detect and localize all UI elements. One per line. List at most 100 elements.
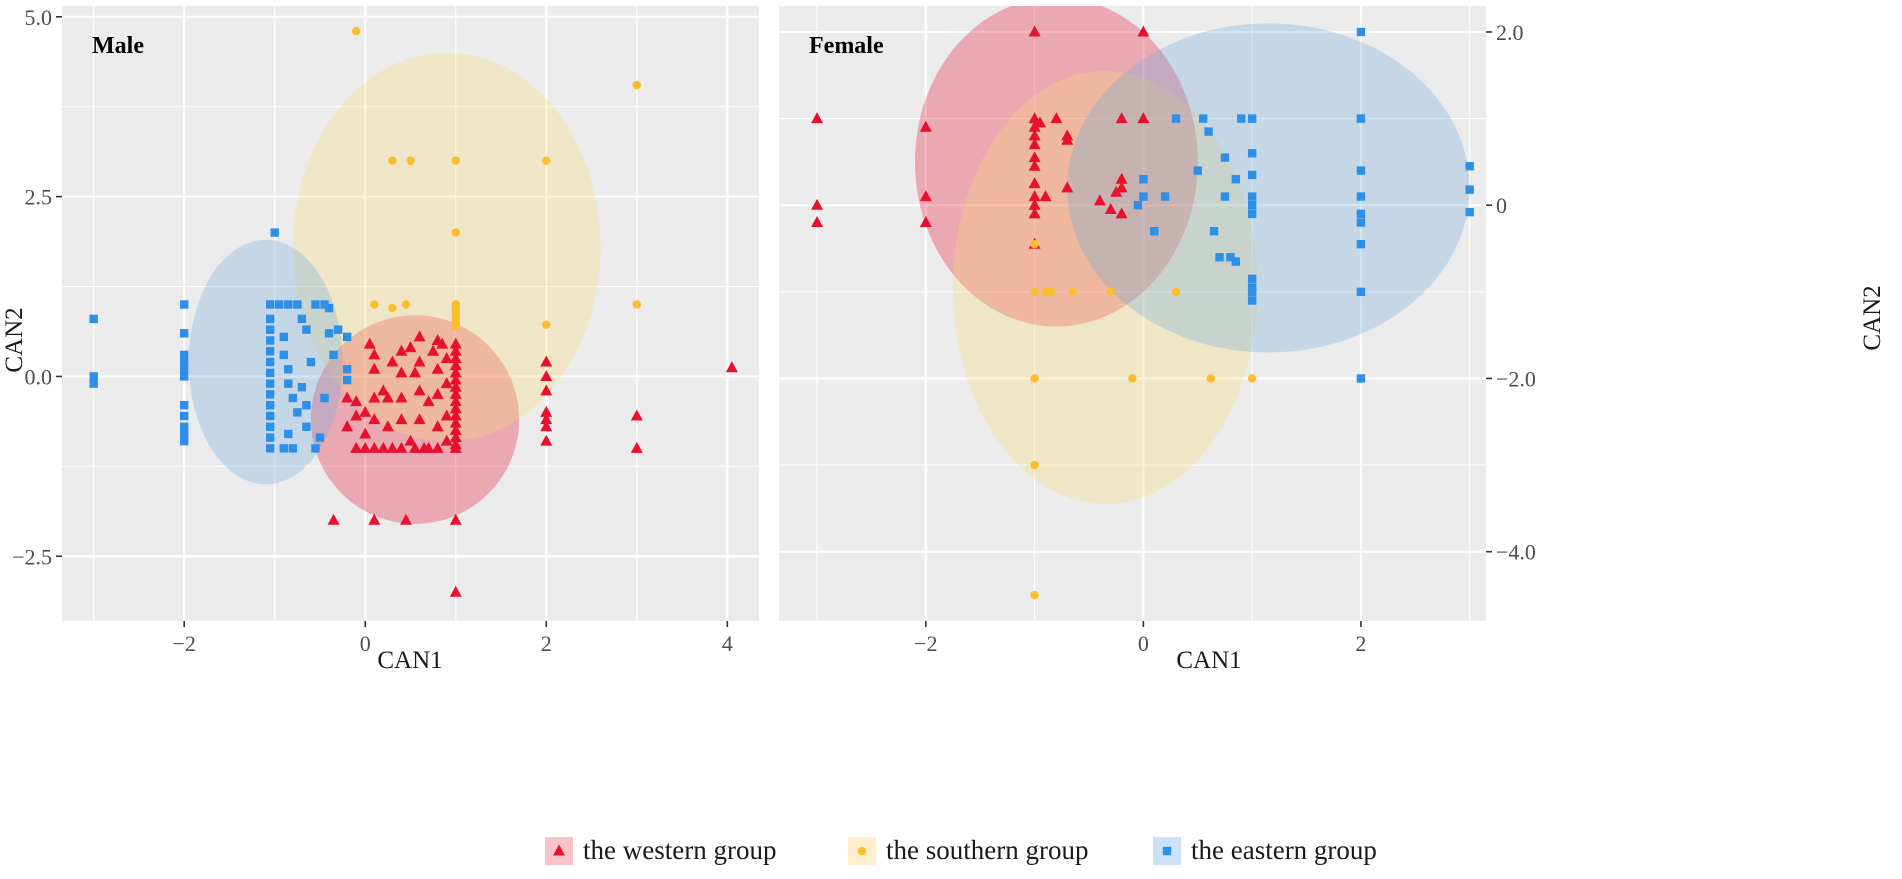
point-western-group bbox=[449, 344, 462, 356]
y-tick-label: 5.0 bbox=[25, 5, 53, 30]
point-western-group bbox=[1115, 181, 1128, 193]
point-western-group bbox=[1137, 25, 1150, 37]
point-western-group bbox=[449, 395, 462, 407]
point-eastern-group bbox=[1139, 175, 1148, 184]
point-southern-group bbox=[388, 303, 397, 313]
point-eastern-group bbox=[180, 300, 189, 309]
point-western-group bbox=[449, 366, 462, 378]
panel-label-male: Male bbox=[92, 33, 144, 59]
point-western-group bbox=[350, 441, 363, 453]
legend-item-southern-group: the southern group bbox=[848, 835, 1088, 865]
point-eastern-group bbox=[1356, 374, 1366, 383]
point-eastern-group bbox=[265, 347, 275, 356]
ellipse-eastern-group bbox=[1067, 23, 1470, 353]
point-western-group bbox=[377, 384, 390, 396]
point-western-group bbox=[341, 391, 354, 403]
point-western-group bbox=[1061, 181, 1074, 193]
point-eastern-group bbox=[1247, 149, 1257, 158]
point-western-group bbox=[449, 441, 462, 453]
x-tick-label: 2 bbox=[1355, 631, 1366, 656]
legend-label: the western group bbox=[583, 835, 776, 865]
point-eastern-group bbox=[1356, 240, 1366, 249]
point-eastern-group bbox=[284, 379, 293, 388]
point-western-group bbox=[1034, 116, 1047, 128]
point-western-group bbox=[368, 391, 381, 403]
point-eastern-group bbox=[180, 429, 189, 439]
point-western-group bbox=[368, 362, 381, 374]
point-western-group bbox=[377, 441, 390, 453]
point-western-group bbox=[1028, 151, 1041, 163]
point-eastern-group bbox=[1356, 287, 1366, 297]
point-eastern-group bbox=[1247, 287, 1257, 297]
point-eastern-group bbox=[270, 228, 279, 237]
point-western-group bbox=[1110, 185, 1123, 197]
point-western-group bbox=[413, 355, 426, 367]
point-southern-group bbox=[1030, 590, 1039, 600]
x-axis-title: CAN1 bbox=[1176, 647, 1241, 674]
point-eastern-group bbox=[284, 429, 293, 439]
point-western-group bbox=[368, 348, 381, 360]
point-eastern-group bbox=[1215, 252, 1224, 262]
y-axis-title: CAN2 bbox=[1859, 285, 1886, 350]
point-eastern-group bbox=[180, 357, 189, 367]
y-tick-label: 2.5 bbox=[25, 185, 53, 210]
legend: the western group the southern group the e… bbox=[545, 835, 1377, 865]
point-eastern-group bbox=[1247, 114, 1257, 123]
point-western-group bbox=[449, 416, 462, 428]
ellipse-southern-group bbox=[953, 70, 1258, 505]
point-eastern-group bbox=[297, 383, 307, 392]
point-western-group bbox=[440, 351, 453, 363]
point-western-group bbox=[413, 413, 426, 425]
point-eastern-group bbox=[1193, 166, 1202, 175]
point-western-group bbox=[1061, 133, 1074, 145]
point-eastern-group bbox=[1199, 114, 1208, 123]
point-southern-group bbox=[451, 228, 460, 237]
legend-key-square bbox=[1162, 846, 1172, 856]
point-western-group bbox=[395, 441, 408, 453]
point-western-group bbox=[449, 337, 462, 349]
point-eastern-group bbox=[1171, 114, 1181, 123]
point-western-group bbox=[404, 434, 417, 446]
point-eastern-group bbox=[1247, 283, 1257, 292]
point-western-group bbox=[1028, 129, 1041, 141]
x-tick-label: 0 bbox=[1138, 631, 1149, 656]
point-eastern-group bbox=[1356, 27, 1366, 37]
point-southern-group bbox=[1046, 287, 1056, 297]
point-eastern-group bbox=[265, 357, 275, 367]
point-eastern-group bbox=[1226, 252, 1235, 262]
point-eastern-group bbox=[265, 325, 275, 334]
y-tick-label: 0 bbox=[1496, 193, 1507, 218]
point-western-group bbox=[540, 413, 553, 425]
panel-female: −2 0 2 −4.0 −2.0 0 2.0 CAN1 CAN2 Female bbox=[779, 6, 1886, 674]
plot-background bbox=[62, 6, 759, 621]
point-southern-group bbox=[632, 80, 641, 90]
point-eastern-group bbox=[342, 375, 352, 385]
point-western-group bbox=[413, 384, 426, 396]
y-tick-label: −2.0 bbox=[1496, 366, 1536, 391]
point-western-group bbox=[1050, 112, 1063, 124]
panel-label-female: Female bbox=[809, 33, 884, 59]
point-eastern-group bbox=[279, 350, 288, 360]
point-eastern-group bbox=[1247, 209, 1257, 219]
point-eastern-group bbox=[275, 300, 284, 309]
x-tick-label: −2 bbox=[172, 631, 195, 656]
x-tick-label: 0 bbox=[360, 631, 371, 656]
point-southern-group bbox=[542, 156, 551, 165]
panel-male: −2 0 2 4 −2.5 0.0 2.5 5.0 CAN1 CAN2 Male bbox=[1, 5, 759, 674]
point-eastern-group bbox=[320, 393, 329, 403]
point-western-group bbox=[368, 441, 381, 453]
point-eastern-group bbox=[1247, 170, 1257, 180]
point-eastern-group bbox=[265, 422, 275, 431]
point-western-group bbox=[341, 420, 354, 432]
point-eastern-group bbox=[265, 411, 275, 421]
x-axis-title: CAN1 bbox=[377, 647, 442, 674]
point-western-group bbox=[440, 377, 453, 389]
point-western-group bbox=[1115, 207, 1128, 219]
y-axis-title: CAN2 bbox=[1, 307, 28, 372]
point-western-group bbox=[350, 395, 363, 407]
point-eastern-group bbox=[311, 444, 320, 453]
point-southern-group bbox=[632, 300, 641, 309]
data-points bbox=[811, 25, 1474, 600]
point-western-group bbox=[404, 341, 417, 353]
ellipse-western-group bbox=[310, 315, 520, 524]
